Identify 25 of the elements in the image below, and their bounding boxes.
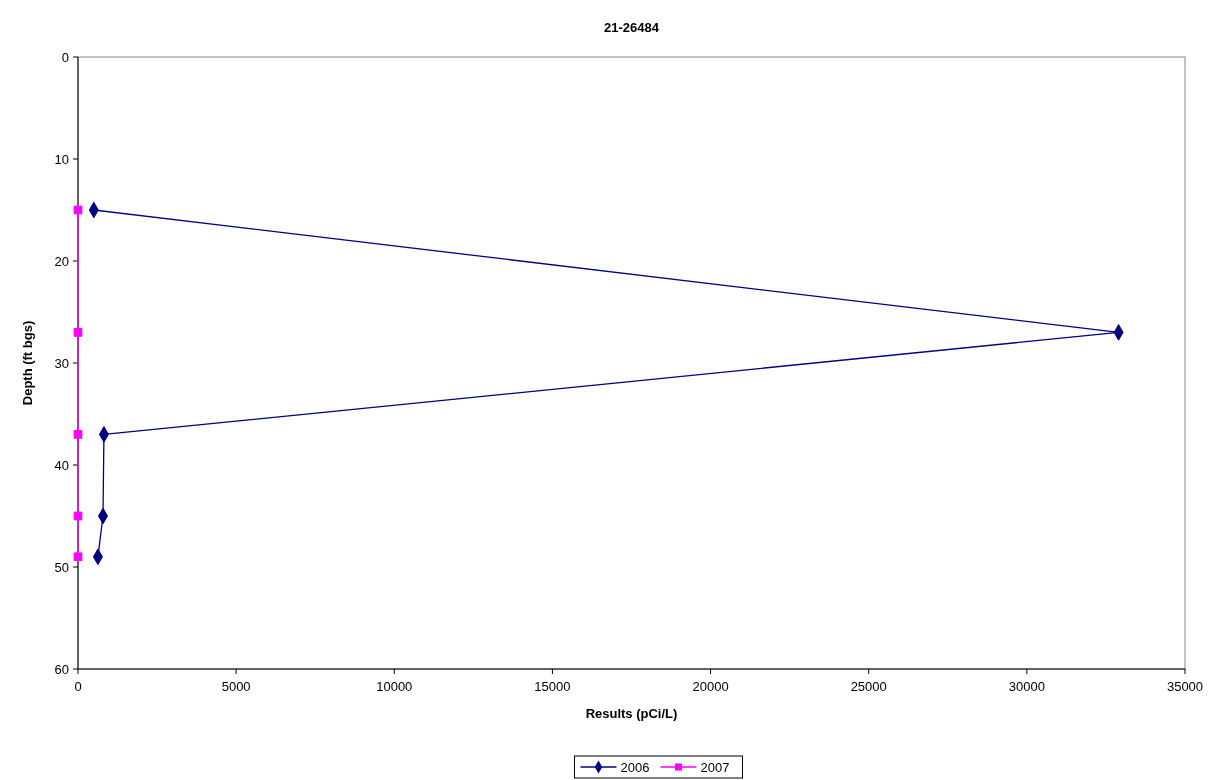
- legend-label: 2007: [700, 760, 730, 775]
- legend-label: 2006: [620, 760, 650, 775]
- point: [73, 328, 83, 337]
- x-tick-label: 15000: [534, 679, 571, 694]
- x-tick-label: 10000: [376, 679, 413, 694]
- y-tick-label: 40: [54, 458, 69, 473]
- point: [73, 511, 83, 521]
- point: [73, 430, 83, 439]
- x-axis-title: Results (pCi/L): [585, 706, 678, 721]
- x-tick-label: 5000: [221, 679, 251, 694]
- x-tick-label: 35000: [1166, 679, 1204, 694]
- x-tick-label: 20000: [692, 679, 729, 694]
- point: [73, 205, 83, 215]
- x-tick-label: 0: [74, 679, 82, 694]
- y-tick-label: 60: [54, 662, 69, 677]
- y-tick-label: 50: [54, 560, 69, 575]
- y-tick-label: 20: [54, 254, 69, 269]
- point: [73, 552, 83, 562]
- y-tick-label: 10: [54, 152, 69, 167]
- y-axis-title: Depth (ft bgs): [20, 320, 35, 406]
- y-tick-label: 30: [54, 356, 69, 371]
- chart-title: 21-26484: [604, 20, 660, 35]
- x-tick-label: 25000: [850, 679, 887, 694]
- x-tick-label: 30000: [1008, 679, 1045, 694]
- y-tick-label: 0: [61, 50, 69, 65]
